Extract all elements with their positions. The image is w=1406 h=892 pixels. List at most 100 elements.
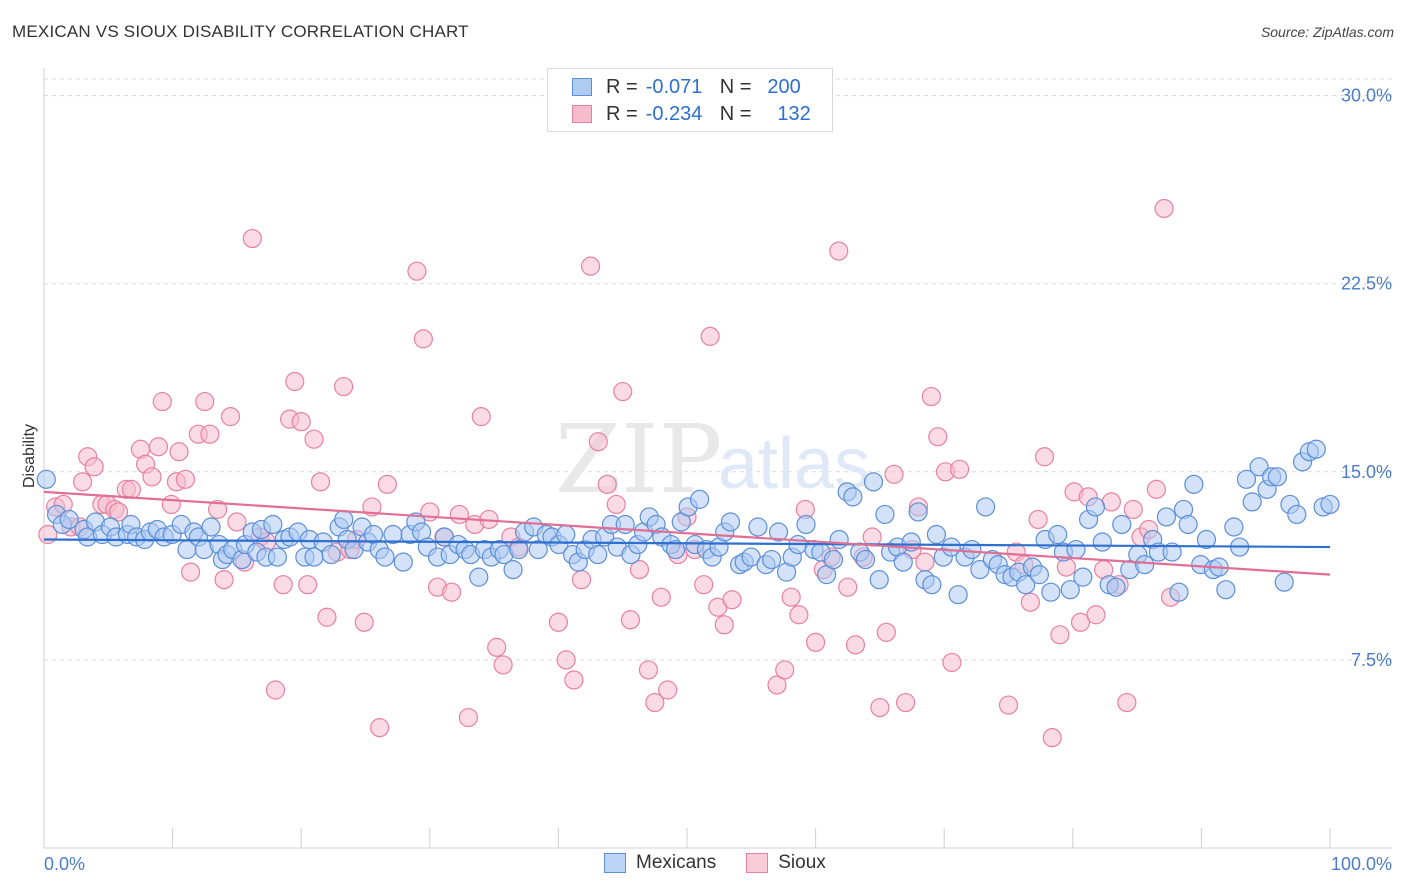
sioux-point [789, 605, 809, 625]
mexicans-point [1135, 555, 1155, 575]
sioux-point [658, 680, 678, 700]
mexicans-point [875, 504, 895, 525]
sioux-point [915, 552, 935, 572]
y-tick-label: 30.0% [1341, 86, 1392, 106]
mexicans-point [267, 547, 288, 567]
sioux-point [845, 635, 866, 655]
mexicans-point [948, 585, 968, 605]
sioux-point [597, 474, 617, 494]
mexicans-point [1184, 474, 1204, 494]
sioux-point [458, 707, 478, 728]
sioux-point [291, 412, 311, 432]
sioux-point [175, 469, 196, 489]
mexicans-point [908, 502, 928, 522]
correlation-legend: R = -0.071 N = 200 R = -0.234 N = 132 [547, 68, 833, 132]
mexicans-point [1306, 439, 1326, 459]
sioux-point [1028, 509, 1048, 530]
mexicans-point [1048, 524, 1068, 545]
mexicans-point [503, 560, 523, 580]
mexicans-point [1016, 575, 1036, 595]
x-tick-label-min: 0.0% [44, 854, 85, 874]
mexicans-point [509, 539, 529, 560]
sioux-point [1117, 692, 1137, 713]
sioux-trend-line [43, 490, 1331, 576]
sioux-point [273, 575, 293, 595]
sioux-point [896, 692, 916, 713]
mexicans-point [1236, 469, 1257, 489]
sioux-point [449, 504, 469, 525]
sioux-point [805, 632, 826, 652]
sioux-point [942, 652, 962, 673]
mexicans-point [1106, 577, 1126, 597]
sioux-point [181, 562, 201, 582]
trend-lines [43, 490, 1331, 576]
y-tick-label: 7.5% [1351, 650, 1392, 670]
legend-r-value: -0.071 [645, 75, 703, 98]
sioux-point [1101, 492, 1121, 512]
sioux-point [928, 427, 948, 447]
sioux-point [1146, 479, 1166, 499]
sioux-point [884, 464, 904, 484]
mexicans-point [588, 544, 608, 565]
sioux-point [950, 459, 970, 479]
legend-r-label: R = [606, 102, 638, 125]
mexicans-point [1092, 532, 1112, 552]
sioux-point [1050, 625, 1070, 645]
mexicans-point [1156, 507, 1176, 527]
mexicans-point [263, 514, 283, 535]
sioux-point [442, 582, 462, 602]
mexicans-point [528, 539, 548, 560]
sioux-point [694, 575, 714, 595]
mexicans-point [976, 497, 996, 517]
sioux-point [148, 437, 169, 457]
mexicans-point [1224, 517, 1244, 537]
y-tick-labels: 7.5% 15.0% 22.5% 30.0% [1341, 86, 1392, 670]
sioux-point [317, 607, 337, 627]
source-label: Source: ZipAtlas.com [1260, 24, 1394, 40]
sioux-point [407, 261, 427, 281]
mexicans-point [201, 517, 221, 537]
y-tick-label: 22.5% [1341, 274, 1392, 294]
legend-row-sioux: R = -0.234 N = 132 [572, 101, 811, 127]
series-legend-item-sioux: Sioux [746, 852, 826, 874]
sioux-point [548, 612, 569, 632]
sioux-point [571, 570, 592, 590]
axes [43, 68, 1392, 849]
mexicans-point [1066, 539, 1086, 560]
sioux-point [588, 432, 608, 452]
sioux-point [334, 376, 354, 397]
mexicans-point [768, 522, 789, 542]
mexicans-point [893, 552, 913, 572]
sioux-point [998, 695, 1019, 715]
sioux-point [487, 637, 507, 657]
sioux-point [580, 256, 601, 276]
sioux-point [629, 560, 650, 580]
mexicans-point [321, 544, 341, 565]
sioux-point [220, 407, 241, 427]
sioux-point [493, 655, 513, 675]
mexicans-point [1060, 580, 1080, 600]
mexicans-point [843, 487, 863, 507]
sioux-point [214, 570, 234, 590]
sioux-point [700, 326, 720, 346]
sioux-point [377, 474, 397, 494]
x-tick-marks [43, 828, 1331, 848]
mexicans-point [1274, 572, 1294, 592]
sioux-point [1034, 447, 1055, 467]
mexicans-point [762, 549, 782, 570]
sioux-point [714, 615, 734, 635]
sioux-point [242, 228, 262, 249]
sioux-point [161, 494, 181, 515]
sioux-point [645, 692, 665, 713]
y-axis-label: Disability [21, 424, 38, 488]
sioux-point [921, 386, 941, 407]
mexicans-point [823, 549, 844, 570]
sioux-point [108, 502, 129, 522]
sioux-point [876, 622, 896, 642]
legend-row-mexicans: R = -0.071 N = 200 [572, 74, 801, 100]
legend-n-label: N = [719, 102, 752, 125]
mexicans-point [926, 524, 947, 545]
sioux-point [298, 575, 318, 595]
mexicans-point [748, 517, 768, 537]
